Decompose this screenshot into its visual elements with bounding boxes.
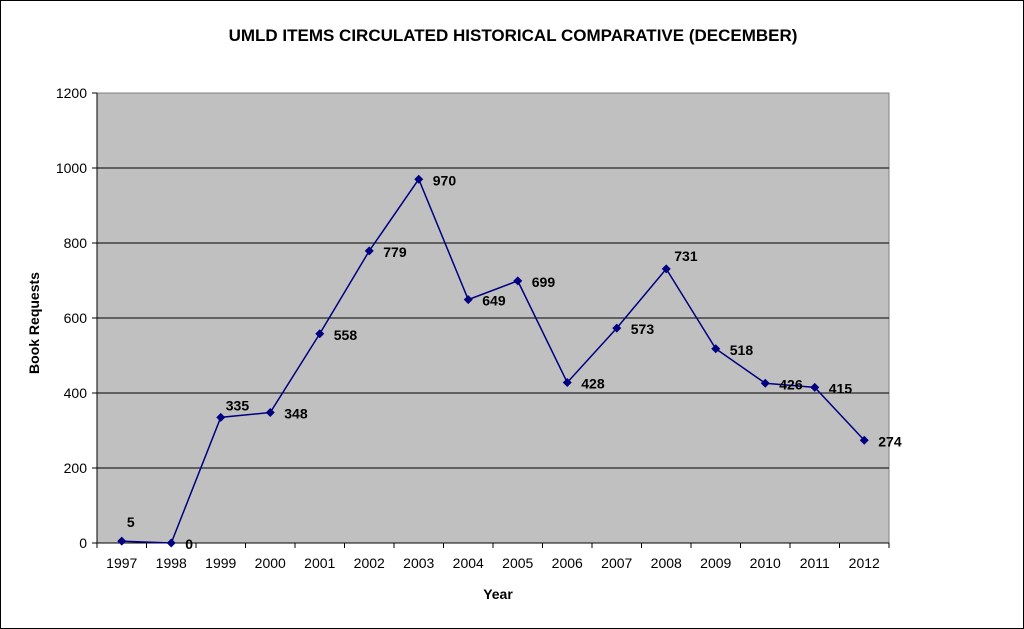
data-point — [414, 174, 424, 184]
data-point — [612, 323, 622, 333]
data-point — [463, 295, 473, 305]
data-point — [711, 344, 721, 354]
data-point — [513, 276, 523, 286]
x-tick-label: 2011 — [800, 555, 830, 571]
x-tick-label: 2002 — [354, 555, 385, 571]
data-point — [315, 329, 325, 339]
data-label: 573 — [631, 321, 655, 337]
x-tick-label: 2001 — [304, 555, 335, 571]
data-label: 415 — [829, 380, 853, 396]
data-label: 428 — [581, 376, 605, 392]
data-point — [562, 378, 572, 387]
y-tick-label: 400 — [64, 385, 88, 401]
x-axis-label: Year — [483, 586, 513, 602]
data-point — [364, 246, 374, 256]
data-label: 970 — [433, 172, 457, 188]
data-label: 649 — [482, 293, 506, 309]
y-tick-label: 0 — [79, 535, 87, 551]
x-tick-label: 2012 — [849, 555, 880, 571]
y-tick-label: 1200 — [56, 85, 87, 101]
data-point — [117, 536, 127, 546]
data-label: 518 — [730, 342, 754, 358]
y-tick-label: 800 — [64, 235, 88, 251]
x-tick-label: 2009 — [700, 555, 731, 571]
data-label: 0 — [185, 536, 193, 552]
x-tick-label: 1998 — [156, 555, 187, 571]
x-tick-label: 2003 — [403, 555, 434, 571]
y-axis-label: Book Requests — [26, 272, 42, 374]
data-label: 779 — [383, 244, 407, 260]
series-line — [121, 177, 865, 544]
chart-title: UMLD ITEMS CIRCULATED HISTORICAL COMPARA… — [229, 26, 798, 45]
y-tick-label: 200 — [64, 460, 88, 476]
data-point — [859, 435, 869, 445]
data-label: 731 — [674, 248, 698, 264]
x-tick-label: 2004 — [453, 555, 484, 571]
data-label: 426 — [779, 376, 803, 392]
y-tick-label: 600 — [64, 310, 88, 326]
x-tick-label: 2010 — [750, 555, 781, 571]
x-tick-label: 1999 — [205, 555, 236, 571]
data-label: 558 — [334, 327, 358, 343]
x-tick-label: 2000 — [255, 555, 286, 571]
x-tick-label: 2008 — [651, 555, 682, 571]
x-tick-label: 1997 — [106, 555, 137, 571]
data-label: 699 — [532, 274, 556, 290]
data-label: 5 — [127, 514, 135, 530]
data-point — [810, 382, 820, 392]
data-point — [265, 408, 275, 417]
y-tick-label: 1000 — [56, 160, 87, 176]
x-tick-label: 2006 — [552, 555, 583, 571]
data-label: 335 — [226, 397, 250, 413]
data-point — [166, 538, 176, 548]
data-point — [760, 378, 770, 388]
x-tick-label: 2007 — [601, 555, 632, 571]
data-label: 274 — [878, 433, 902, 449]
data-label: 348 — [284, 406, 308, 422]
data-point — [216, 412, 226, 422]
data-point — [661, 264, 671, 274]
x-tick-label: 2005 — [502, 555, 533, 571]
